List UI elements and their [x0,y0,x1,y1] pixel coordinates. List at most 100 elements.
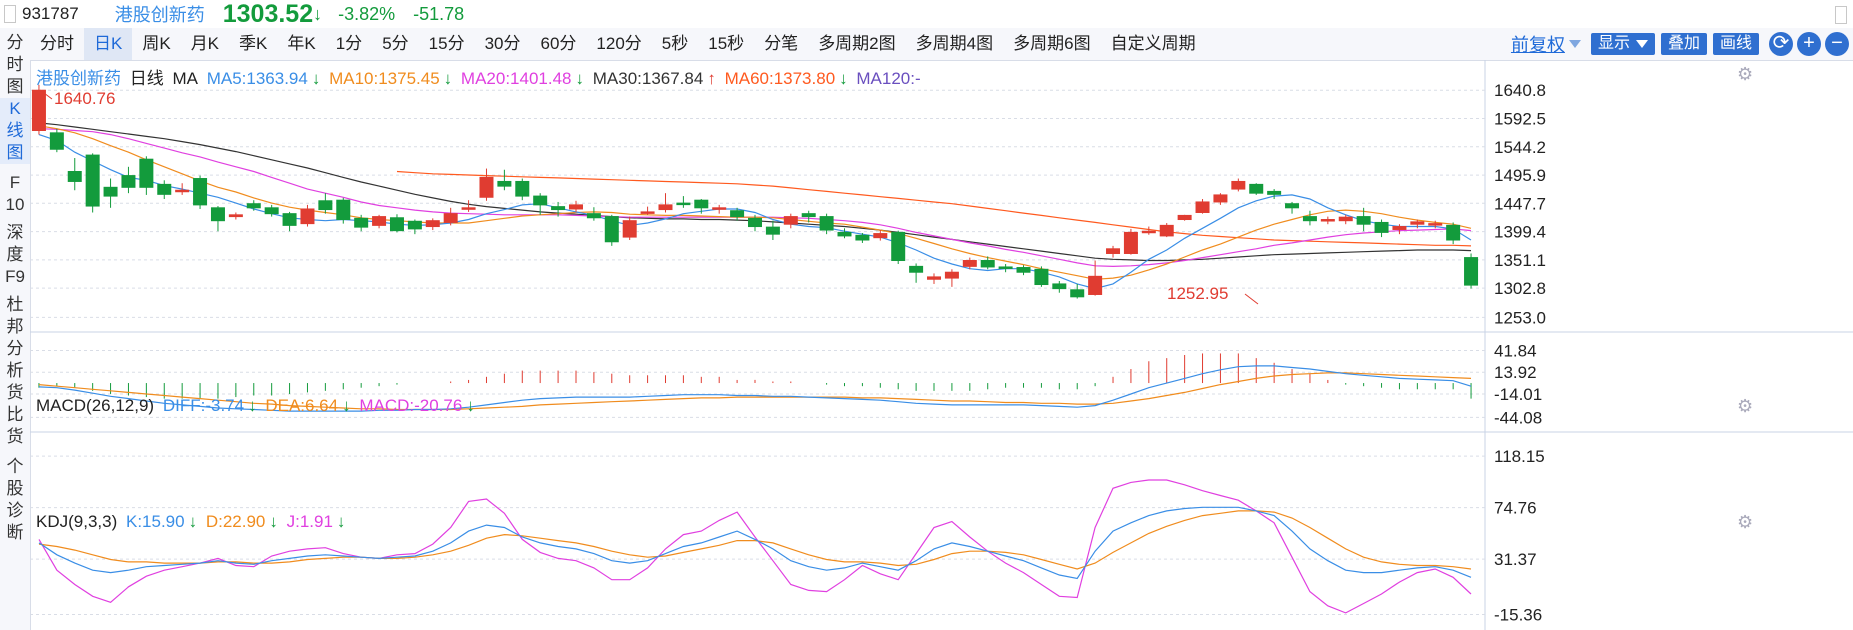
low-pointer [1244,293,1259,305]
display-button[interactable]: 显示 [1590,33,1655,55]
tab-7[interactable]: 5分 [382,34,409,53]
tab-13[interactable]: 15秒 [708,34,745,53]
candle-body [1123,231,1138,254]
sidebar-item-3[interactable]: 深 度 F9 [5,223,25,286]
kdj-k-line [38,506,1472,580]
kline-chart[interactable]: 1640.8 1592.5 1544.2 1495.9 1447.7 1399.4 1351… [30,60,1853,630]
candle-body [783,216,798,225]
display-chevron-icon [1635,39,1648,48]
candle-body [372,216,387,226]
legend-ma120: MA120:- [856,69,921,88]
candle-body [658,204,673,211]
zoom-in-icon[interactable]: + [1797,32,1821,56]
tab-4[interactable]: 季K [239,34,268,53]
tab-9[interactable]: 30分 [484,34,521,53]
tab-3[interactable]: 月K [190,34,220,53]
diff-line [38,365,1472,412]
candle-body [336,199,351,221]
candle-body [193,178,208,206]
change-percent: -3.82% [338,3,396,24]
zoom-out-icon[interactable]: − [1825,32,1849,56]
candle-body [604,216,619,243]
tab-6[interactable]: 1分 [335,34,363,53]
fuquan-chevron-icon[interactable] [1568,40,1581,48]
macd-legend: MACD(26,12,9) DIFF:-3.74 ↓ DEA:6.64 ↓ MACD… [36,396,479,416]
down-arrow-icon: ↓ [575,69,585,88]
overlay-button[interactable]: 叠加 [1660,33,1707,55]
legend-ma30: MA30:1367.84 [592,69,704,88]
down-arrow-icon: ↓ [839,69,848,88]
right-checkbox[interactable] [1835,6,1847,24]
tab-15[interactable]: 多周期2图 [818,34,896,53]
candle-body [944,271,959,279]
left-checkbox[interactable] [4,5,16,23]
sidebar-item-2[interactable]: F 10 [5,173,25,214]
down-arrow-icon: ↓ [248,396,257,415]
gear-icon[interactable]: ⚙ [1737,64,1754,84]
price-tick: 1399.4 [1494,223,1546,242]
candle-body [354,217,369,228]
macd-dea: DEA:6.64 [265,396,339,415]
gear-icon[interactable]: ⚙ [1737,512,1754,532]
candle-body [425,220,440,228]
tab-1[interactable]: 日K [84,28,133,60]
kdj-d-line [38,510,1472,570]
draw-line-button[interactable]: 画线 [1712,33,1759,55]
tab-10[interactable]: 60分 [540,34,577,53]
tab-12[interactable]: 5秒 [661,34,689,53]
candle-body [103,186,118,197]
candle-body [1464,257,1479,286]
tab-0[interactable]: 分时 [40,34,74,53]
refresh-icon[interactable]: ⟳ [1769,32,1793,56]
down-arrow-icon: ↓ [342,396,351,415]
candle-body [837,231,852,237]
candle-body [461,207,476,210]
sidebar-item-6[interactable]: 个 股 诊 断 [6,457,24,542]
tab-18[interactable]: 自定义周期 [1110,34,1196,53]
chart-toolbar: 前复权 显示 叠加 画线 ⟳ + − [1511,28,1849,60]
candle-body [157,183,172,195]
candle-body [730,210,745,218]
sidebar-item-0[interactable]: 分 时 图 [6,33,24,96]
down-arrow-icon: ↓ [311,69,321,88]
tab-8[interactable]: 15分 [428,34,465,53]
tab-5[interactable]: 年K [287,34,316,53]
candle-body [318,200,333,211]
candle-body [748,217,762,228]
candle-body [1285,203,1300,209]
fuquan-dropdown[interactable]: 前复权 [1510,35,1565,55]
tab-11[interactable]: 120分 [596,34,642,53]
candle-body [909,265,924,273]
tab-2[interactable]: 周K [142,34,171,53]
macd-tick: -14.01 [1494,385,1542,404]
tab-16[interactable]: 多周期4图 [915,34,994,53]
dea-line [38,372,1472,411]
candle-body [676,202,691,206]
candle-body [873,233,888,239]
candle-body [515,180,530,197]
candle-body [31,89,46,132]
candle-body [1428,223,1443,226]
candle-body [712,207,727,210]
candle-body [694,199,709,209]
candle-body [1052,283,1067,290]
display-button-label: 显示 [1597,35,1630,52]
tab-17[interactable]: 多周期6图 [1013,34,1091,53]
candle-body [927,276,942,280]
gear-icon[interactable]: ⚙ [1737,396,1754,416]
sidebar-item-1[interactable]: K 线 图 [0,98,30,164]
tab-14[interactable]: 分笔 [764,34,799,53]
candle-body [1070,289,1085,298]
candle-body [1302,216,1317,222]
down-arrow-icon: ↓ [466,396,475,415]
candle-body [586,213,601,219]
macd-tick: -44.08 [1494,408,1542,427]
candle-body [962,260,977,267]
stock-name[interactable]: 港股创新药 [114,5,205,25]
candle-body [1410,221,1425,225]
sidebar-item-4[interactable]: 杜 邦 分 析 [6,295,24,380]
candle-body [1141,230,1156,234]
sidebar-item-5[interactable]: 货 比 货 [6,383,24,446]
kdj-tick: 118.15 [1494,447,1545,466]
down-arrow-icon: ↓ [443,69,453,88]
